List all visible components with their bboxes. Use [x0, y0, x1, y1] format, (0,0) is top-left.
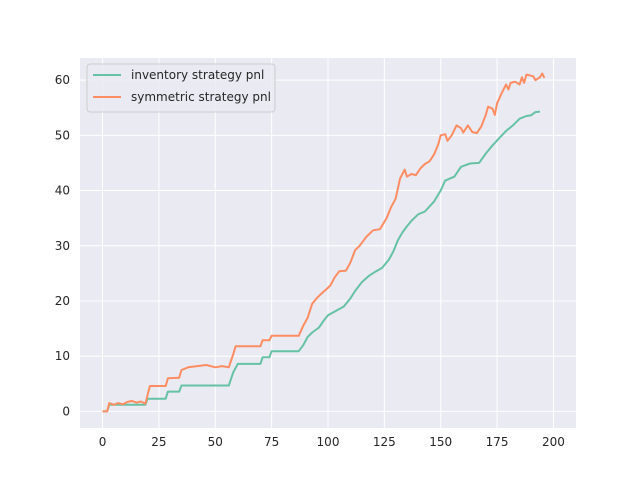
x-tick-label: 0	[99, 435, 107, 449]
y-tick-label: 20	[55, 294, 70, 308]
x-axis-ticks: 0 25 50 75 100 125 150 175 200	[99, 435, 565, 449]
legend-label-inventory: inventory strategy pnl	[131, 68, 264, 82]
x-tick-label: 125	[373, 435, 396, 449]
y-axis-ticks: 0 10 20 30 40 50 60	[55, 73, 70, 418]
y-tick-label: 40	[55, 184, 70, 198]
series-line-0	[102, 110, 541, 413]
x-tick-label: 175	[486, 435, 509, 449]
x-tick-label: 200	[542, 435, 565, 449]
y-tick-label: 10	[55, 349, 70, 363]
legend-box	[86, 63, 276, 113]
x-tick-label: 100	[317, 435, 340, 449]
x-tick-label: 25	[151, 435, 166, 449]
y-tick-label: 0	[62, 404, 70, 418]
y-tick-label: 60	[55, 73, 70, 87]
legend-label-symmetric: symmetric strategy pnl	[131, 90, 271, 104]
y-tick-label: 50	[55, 128, 70, 142]
x-tick-label: 75	[264, 435, 279, 449]
x-tick-label: 50	[208, 435, 223, 449]
series-lines	[102, 72, 546, 413]
y-tick-label: 30	[55, 239, 70, 253]
grid	[80, 58, 576, 428]
x-tick-label: 150	[429, 435, 452, 449]
series-line-1	[102, 72, 546, 413]
legend: inventory strategy pnl symmetric strateg…	[86, 63, 276, 113]
